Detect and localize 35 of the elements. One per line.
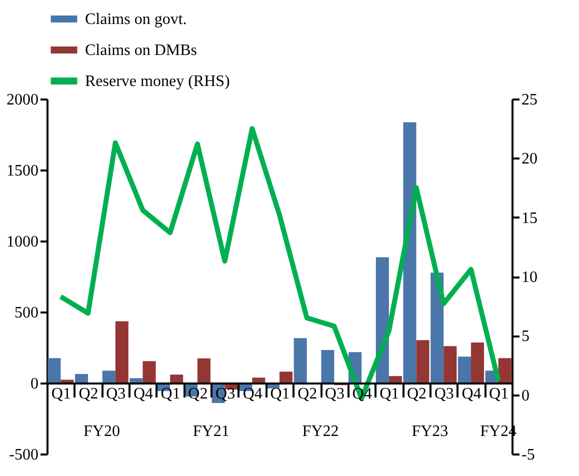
annotation: FY23 bbox=[412, 423, 448, 440]
x-tick-label: Q3 bbox=[434, 386, 454, 402]
y-tick-label: 2000 bbox=[6, 92, 38, 108]
x-tick-label: Q4 bbox=[242, 386, 262, 402]
y2-tick-label: -5 bbox=[522, 446, 535, 464]
y2-tick-label: 10 bbox=[522, 269, 538, 286]
y2-tick-label: 0 bbox=[522, 387, 530, 404]
legend-label: Reserve money (RHS) bbox=[85, 73, 230, 90]
x-tick-label: Q4 bbox=[462, 386, 482, 402]
x-tick-label: Q3 bbox=[324, 386, 344, 402]
y2-tick-label: 15 bbox=[522, 210, 538, 227]
y2-tick-label: 5 bbox=[522, 328, 530, 346]
y-tick-label: 500 bbox=[14, 304, 38, 322]
x-tick-label: Q2 bbox=[298, 386, 318, 402]
annotation: FY22 bbox=[302, 423, 339, 440]
x-tick-label: Q1 bbox=[380, 386, 400, 402]
x-tick-label: Q2 bbox=[406, 386, 427, 402]
y2-tick-label: 25 bbox=[522, 92, 538, 108]
annotation: FY20 bbox=[83, 423, 120, 440]
x-tick-label: Q1 bbox=[160, 386, 180, 402]
y-tick-label: 0 bbox=[30, 376, 38, 392]
x-tick-label: Q4 bbox=[133, 386, 154, 402]
x-tick-label: Q2 bbox=[188, 386, 208, 402]
legend-label: Claims on govt. bbox=[85, 11, 187, 28]
annotation: FY21 bbox=[192, 423, 230, 440]
y2-tick-label: 20 bbox=[522, 150, 538, 168]
y-tick-label: 1000 bbox=[6, 234, 38, 250]
x-tick-label: Q1 bbox=[270, 386, 290, 402]
x-tick-label: Q1 bbox=[51, 386, 71, 402]
legend-label: Claims on DMBs bbox=[85, 42, 198, 59]
y-tick-label: -500 bbox=[9, 446, 38, 464]
x-tick-label: Q2 bbox=[78, 386, 98, 402]
x-tick-label: Q3 bbox=[106, 386, 126, 402]
x-tick-label: Q1 bbox=[489, 386, 509, 402]
y-tick-label: 1500 bbox=[6, 162, 38, 180]
